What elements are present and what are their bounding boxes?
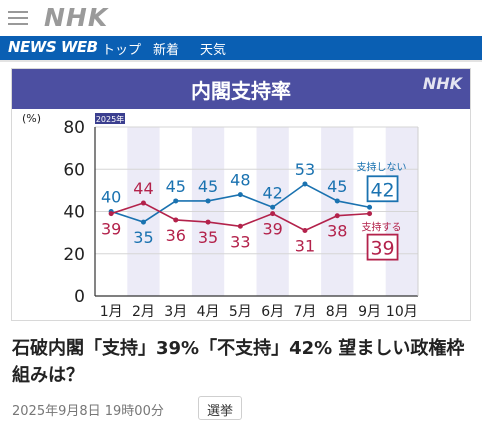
approval-line-chart: 0 20 40 60 80 1月 2月 3月 4月 5月 6月 7月 8月 9月 10月 (%) 2025年 40… [22, 112, 419, 320]
nav-item-top[interactable]: トップ [102, 43, 142, 58]
menu-bar-line [8, 17, 28, 19]
y-tick-label: 0 [74, 287, 85, 307]
data-point [270, 204, 276, 210]
x-tick-label: 9月 [358, 304, 381, 320]
data-point [108, 211, 114, 217]
nav-bar: NEWS WEB トップ 新着 天気 [0, 36, 482, 60]
year-tag-label: 2025年 [96, 114, 124, 124]
category-tag[interactable]: 選挙 [198, 396, 243, 420]
data-point [334, 198, 340, 204]
x-tick-label: 10月 [386, 304, 418, 320]
top-header: NHK [0, 0, 482, 36]
data-point [334, 213, 340, 219]
data-label: 53 [295, 160, 315, 179]
data-label: 39 [262, 220, 282, 239]
y-tick-label: 20 [63, 245, 85, 265]
year-tag-box [95, 113, 125, 124]
y-axis-unit-label: (%) [22, 112, 41, 125]
x-tick-label: 6月 [261, 304, 284, 320]
x-tick-label: 4月 [197, 304, 220, 320]
article-headline[interactable]: 石破内閣「支持」39%「不支持」42% 望ましい政権枠組みは？ [12, 338, 465, 386]
x-tick-label: 8月 [326, 304, 349, 320]
data-point [140, 200, 146, 206]
final-value-label: 39 [370, 238, 394, 260]
data-label: 42 [262, 183, 282, 202]
nav-item-weather[interactable]: 天気 [200, 43, 227, 58]
data-label: 38 [327, 222, 347, 241]
x-tick-label: 1月 [100, 304, 123, 320]
data-label: 31 [295, 237, 315, 256]
data-point [237, 223, 243, 229]
data-point [205, 219, 211, 225]
data-point [302, 181, 308, 187]
data-label: 39 [101, 220, 121, 239]
nhk-logo[interactable]: NHK [44, 3, 109, 32]
data-label: 48 [230, 171, 250, 190]
data-label: 33 [230, 232, 250, 251]
newsweb-logo[interactable]: NEWS WEB [8, 38, 98, 56]
series-name-label: 支持しない [357, 160, 407, 173]
hamburger-menu-icon[interactable] [8, 9, 30, 27]
y-tick-label: 40 [63, 203, 85, 223]
data-point [270, 211, 276, 217]
data-point [173, 198, 179, 204]
y-tick-label: 60 [63, 160, 85, 180]
data-label: 45 [198, 177, 218, 196]
final-value-box [366, 175, 399, 203]
data-point [140, 219, 146, 225]
nav-divider [0, 60, 482, 62]
data-point [205, 198, 211, 204]
data-point [173, 217, 179, 223]
data-label: 35 [198, 228, 218, 247]
article-chart-image[interactable]: 内閣支持率 NHK 0 20 40 60 80 1月 2月 3月 4月 5月 6月 7月 8月 9月 10月… [11, 68, 471, 321]
data-point [367, 211, 373, 217]
x-tick-label: 2月 [132, 304, 155, 320]
y-tick-label: 80 [63, 118, 85, 138]
data-point [237, 192, 243, 198]
data-label: 35 [133, 228, 153, 247]
final-value-box [366, 233, 399, 261]
data-label: 40 [101, 188, 121, 207]
final-value-label: 42 [370, 179, 394, 201]
menu-bar-line [8, 23, 28, 25]
chart-nhk-logo: NHK [422, 74, 462, 93]
chart-title: 内閣支持率 [191, 79, 291, 103]
article-date: 2025年9月8日 19時00分 [12, 404, 164, 419]
chart-header: 内閣支持率 NHK [12, 69, 470, 109]
menu-bar-line [8, 11, 28, 13]
data-label: 45 [166, 177, 186, 196]
data-point [367, 204, 373, 210]
data-label: 36 [166, 226, 186, 245]
data-point [302, 228, 308, 234]
x-tick-label: 7月 [293, 304, 316, 320]
x-tick-label: 5月 [229, 304, 252, 320]
data-label: 44 [133, 179, 153, 198]
series-name-label: 支持する [362, 221, 402, 234]
data-label: 45 [327, 177, 347, 196]
article-meta: 2025年9月8日 19時00分 選挙 [12, 396, 472, 420]
nav-item-new[interactable]: 新着 [153, 43, 180, 58]
x-tick-label: 3月 [164, 304, 187, 320]
